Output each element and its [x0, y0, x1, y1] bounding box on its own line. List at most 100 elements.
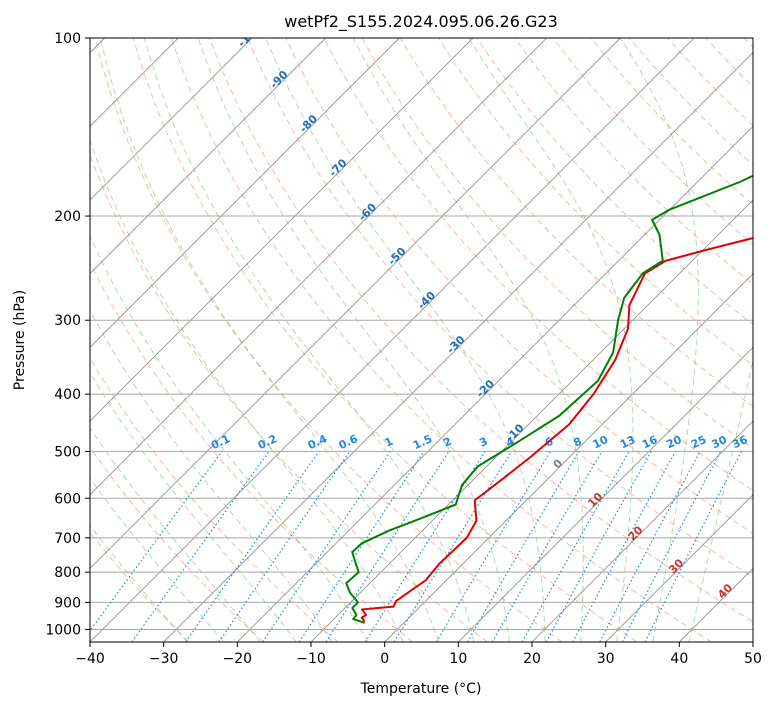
- mixing-ratio-label: 30: [710, 433, 730, 451]
- mixing-ratio-label: 10: [591, 433, 611, 451]
- isotherm-line: [458, 346, 753, 642]
- x-tick-label: 30: [597, 651, 615, 667]
- y-axis: 1000 900 800 700 600 500 400 300 200 100: [45, 31, 90, 638]
- moist-adiabat-line: [143, 38, 475, 642]
- isotherm-label: 20: [626, 523, 646, 543]
- dry-adiabat-line: [323, 38, 753, 492]
- dry-adiabat-line: [90, 446, 264, 642]
- isotherm-label: -20: [474, 377, 497, 400]
- y-tick-label: 600: [54, 491, 81, 507]
- dry-adiabat-line: [552, 38, 753, 245]
- moist-adiabat-line: [265, 38, 546, 642]
- moist-adiabat-line: [352, 38, 584, 642]
- moist-adiabat-line: [90, 309, 333, 642]
- plot-series: [345, 174, 753, 624]
- moist-adiabat-line: [688, 357, 753, 642]
- dry-adiabat-line: [285, 38, 753, 535]
- mixing-ratio-line: [521, 451, 630, 642]
- x-tick-label: −40: [75, 651, 105, 667]
- mixing-ratio-line: [621, 451, 722, 642]
- moist-adiabat-line: [99, 38, 439, 642]
- y-tick-label: 100: [54, 31, 81, 47]
- isotherm-line: [752, 641, 753, 642]
- mixing-ratio-line: [545, 451, 652, 642]
- x-tick-label: −30: [149, 651, 179, 667]
- mixing-ratio-line: [185, 451, 320, 642]
- x-tick-label: −20: [223, 651, 253, 667]
- mixing-ratio-line: [298, 451, 425, 642]
- dry-adiabat-line: [90, 531, 190, 642]
- moist-adiabat-line: [90, 138, 404, 642]
- mixing-ratio-label: 20: [664, 433, 684, 451]
- moist-adiabat-line: [90, 234, 369, 642]
- isotherm-label: -90: [267, 68, 290, 91]
- x-tick-label: 20: [523, 651, 541, 667]
- mixing-ratio-line: [90, 451, 223, 632]
- moist-adiabat-line: [90, 371, 297, 642]
- mixing-ratio-label: 13: [618, 433, 637, 451]
- y-tick-label: 800: [54, 565, 81, 581]
- isotherm-line: [310, 199, 753, 642]
- isotherm-label: 10: [585, 490, 605, 510]
- y-axis-title: Pressure (hPa): [12, 290, 28, 390]
- mixing-ratio-label: 36: [730, 433, 750, 451]
- x-axis: −40 −30 −20 −10 0 10 20 30 40 50: [75, 642, 762, 667]
- y-tick-label: 700: [54, 531, 81, 547]
- isotherm-line: [90, 38, 621, 569]
- plot-frame: [89, 37, 754, 643]
- y-tick-label: 900: [54, 595, 81, 611]
- x-tick-label: 50: [744, 651, 762, 667]
- mixing-ratio-line: [644, 451, 743, 642]
- moist-adiabat-line: [197, 38, 510, 642]
- isotherm-label: 40: [715, 581, 735, 601]
- chart-title: wetPf2_S155.2024.095.06.26.G23: [284, 12, 558, 32]
- isotherm-label: 30: [666, 556, 686, 576]
- isotherm-label: -100: [235, 21, 264, 50]
- moist-adiabat-line: [468, 38, 634, 642]
- isotherm-label: -60: [356, 200, 379, 223]
- dry-adiabat-line: [438, 38, 753, 366]
- isotherm-line: [90, 38, 253, 201]
- mixing-ratio-line: [435, 451, 552, 642]
- dry-adiabat-line: [94, 38, 563, 642]
- isotherm-line: [531, 420, 753, 642]
- dry-adiabat-line: [90, 153, 488, 642]
- x-tick-label: 0: [380, 651, 389, 667]
- dry-adiabat-line: [514, 38, 753, 285]
- dry-adiabat-line: [132, 38, 638, 642]
- mixing-ratio-line: [131, 451, 270, 642]
- mixing-ratio-label: 1.5: [411, 432, 434, 452]
- mixing-ratio-line: [393, 451, 513, 642]
- moist-adiabat-line: [90, 524, 188, 642]
- y-tick-label: 300: [54, 313, 81, 329]
- mixing-ratio-label: 8: [571, 435, 583, 450]
- dry-adiabat-line: [476, 38, 753, 326]
- isotherm-line: [90, 38, 326, 275]
- isotherm-label: -70: [326, 156, 349, 179]
- dry-adiabat-line: [90, 261, 414, 642]
- dry-adiabat-line: [247, 38, 753, 578]
- isotherm-line: [163, 52, 753, 642]
- dry-adiabat-line: [209, 38, 753, 623]
- mixing-ratio-label: 0.4: [306, 432, 329, 452]
- isotherm-line: [679, 567, 753, 642]
- mixing-ratio-line: [572, 451, 677, 642]
- moist-adiabat-line: [90, 477, 225, 642]
- mixing-ratio-line: [325, 451, 450, 642]
- y-tick-label: 400: [54, 387, 81, 403]
- dry-adiabat-line: [590, 38, 753, 206]
- isotherm-line: [237, 125, 753, 642]
- isotherm-line: [605, 494, 753, 642]
- y-tick-label: 500: [54, 444, 81, 460]
- y-tick-label: 200: [54, 209, 81, 225]
- mixing-ratio-label: 16: [640, 433, 660, 451]
- isotherm-label: -50: [385, 245, 408, 268]
- mixing-ratio-label: 25: [689, 433, 708, 451]
- mixing-ratio-label: 3: [477, 435, 489, 450]
- dry-adiabat-line: [667, 38, 753, 127]
- mixing-ratio-line: [262, 451, 391, 642]
- isotherm-line: [90, 38, 695, 642]
- isotherm-label: -80: [297, 112, 320, 135]
- isotherm-line: [384, 273, 753, 642]
- y-tick-label: 1000: [45, 622, 81, 638]
